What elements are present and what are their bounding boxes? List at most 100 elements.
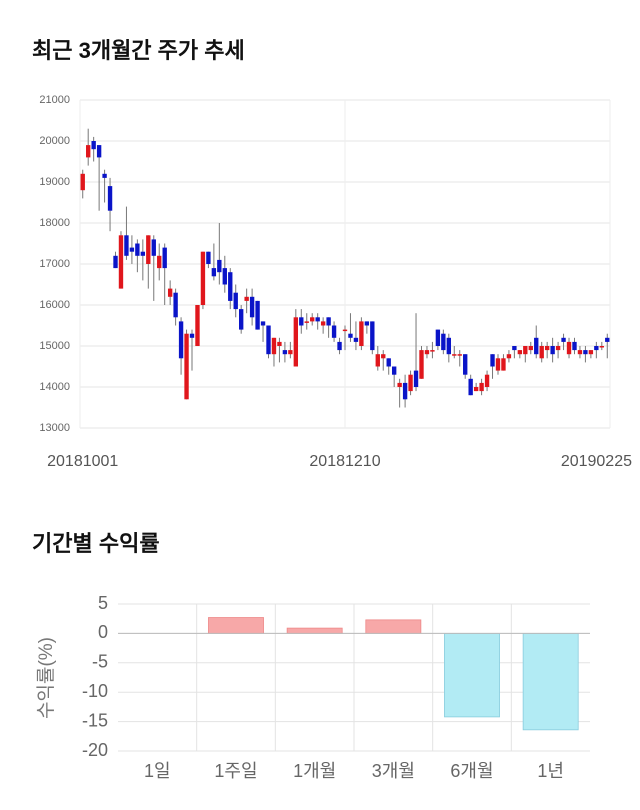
candle-body bbox=[561, 337, 566, 342]
candle-body bbox=[599, 346, 604, 348]
x-tick-label: 1개월 bbox=[293, 761, 336, 781]
bar bbox=[522, 633, 579, 731]
candle-body bbox=[96, 145, 102, 158]
y-tick-label: 13000 bbox=[39, 422, 70, 434]
candle-body bbox=[386, 358, 391, 367]
y-tick-label: 20000 bbox=[39, 135, 70, 147]
candle-body bbox=[222, 268, 227, 285]
candle-body bbox=[473, 387, 479, 392]
candle-body bbox=[331, 325, 337, 338]
x-tick-label: 6개월 bbox=[450, 761, 493, 781]
candle-body bbox=[255, 300, 260, 330]
candle-body bbox=[457, 354, 462, 356]
candle-body bbox=[189, 333, 195, 338]
candle-body bbox=[260, 321, 266, 326]
candle-body bbox=[157, 255, 162, 269]
candle-body bbox=[452, 354, 457, 356]
y-tick-label: -15 bbox=[82, 710, 108, 730]
candle-body bbox=[517, 350, 523, 355]
candle-body bbox=[534, 337, 539, 355]
candle-body bbox=[359, 321, 364, 346]
candle-body bbox=[129, 247, 135, 252]
candle-body bbox=[555, 346, 561, 351]
candle-body bbox=[572, 341, 577, 351]
chart-title: 최근 3개월간 주가 추세 bbox=[32, 38, 245, 63]
candle-body bbox=[288, 350, 293, 355]
x-tick-label: 1일 bbox=[144, 761, 171, 781]
candle-body bbox=[594, 346, 599, 351]
candle-body bbox=[435, 329, 441, 346]
candle-body bbox=[391, 366, 397, 375]
x-tick-label: 3개월 bbox=[372, 761, 415, 781]
candle-body bbox=[200, 251, 206, 305]
candle-body bbox=[233, 292, 238, 310]
candle-body bbox=[249, 296, 255, 318]
candle-body bbox=[506, 354, 512, 359]
candle-body bbox=[91, 141, 96, 150]
candle-body bbox=[413, 370, 419, 387]
y-tick-label: 0 bbox=[98, 622, 108, 642]
y-tick-label: -5 bbox=[92, 652, 108, 672]
candle-body bbox=[402, 382, 408, 400]
candle-body bbox=[118, 235, 124, 289]
x-tick-label: 1년 bbox=[537, 761, 564, 781]
y-tick-label: -20 bbox=[82, 740, 108, 760]
candle-body bbox=[430, 350, 435, 352]
candle-body bbox=[326, 317, 331, 326]
bar bbox=[208, 617, 264, 634]
chart-title: 기간별 수익률 bbox=[32, 531, 160, 556]
candle-body bbox=[217, 259, 222, 273]
candle-body bbox=[523, 346, 528, 355]
candle-body bbox=[151, 239, 156, 256]
bar bbox=[365, 619, 422, 634]
y-tick-label: 17000 bbox=[39, 258, 70, 270]
x-tick-label: 20181001 bbox=[47, 453, 118, 470]
candle-body bbox=[375, 354, 380, 367]
candle-body bbox=[370, 321, 375, 351]
candle-body bbox=[419, 350, 424, 379]
y-tick-label: 5 bbox=[98, 593, 108, 613]
candle-body bbox=[135, 243, 140, 256]
candle-body bbox=[353, 337, 359, 342]
candle-body bbox=[588, 350, 594, 355]
candle-body bbox=[206, 251, 211, 264]
x-tick-label: 20190225 bbox=[561, 453, 632, 470]
candle-body bbox=[583, 350, 588, 355]
y-tick-label: 19000 bbox=[39, 176, 70, 188]
candle-body bbox=[397, 382, 402, 387]
candle-body bbox=[320, 321, 326, 326]
candle-body bbox=[605, 337, 610, 342]
candle-body bbox=[184, 333, 189, 400]
candle-body bbox=[490, 354, 495, 367]
candle-body bbox=[528, 346, 533, 351]
y-tick-label: 18000 bbox=[39, 217, 70, 229]
y-tick-label: -10 bbox=[82, 681, 108, 701]
candle-body bbox=[337, 341, 342, 351]
candle-body bbox=[173, 292, 178, 318]
candle-body bbox=[299, 317, 304, 326]
candle-body bbox=[550, 346, 555, 355]
candle-body bbox=[484, 374, 490, 387]
candle-body bbox=[446, 337, 451, 355]
candle-body bbox=[544, 346, 550, 351]
candle-body bbox=[244, 296, 249, 301]
candle-body bbox=[577, 350, 583, 355]
candle-body bbox=[293, 317, 299, 367]
candle-body bbox=[468, 378, 473, 396]
y-tick-label: 21000 bbox=[39, 94, 70, 106]
candle-body bbox=[495, 358, 501, 371]
candle-body bbox=[80, 173, 85, 191]
candle-body bbox=[271, 337, 277, 355]
candle-body bbox=[381, 354, 386, 359]
candle-body bbox=[86, 145, 91, 158]
candle-body bbox=[342, 329, 348, 332]
y-tick-label: 14000 bbox=[39, 381, 70, 393]
candle-body bbox=[140, 251, 146, 256]
candle-body bbox=[195, 305, 200, 346]
candle-body bbox=[348, 333, 353, 338]
candle-body bbox=[124, 235, 129, 256]
x-tick-label: 20181210 bbox=[309, 453, 380, 470]
candle-body bbox=[211, 268, 217, 277]
bar bbox=[286, 627, 343, 634]
